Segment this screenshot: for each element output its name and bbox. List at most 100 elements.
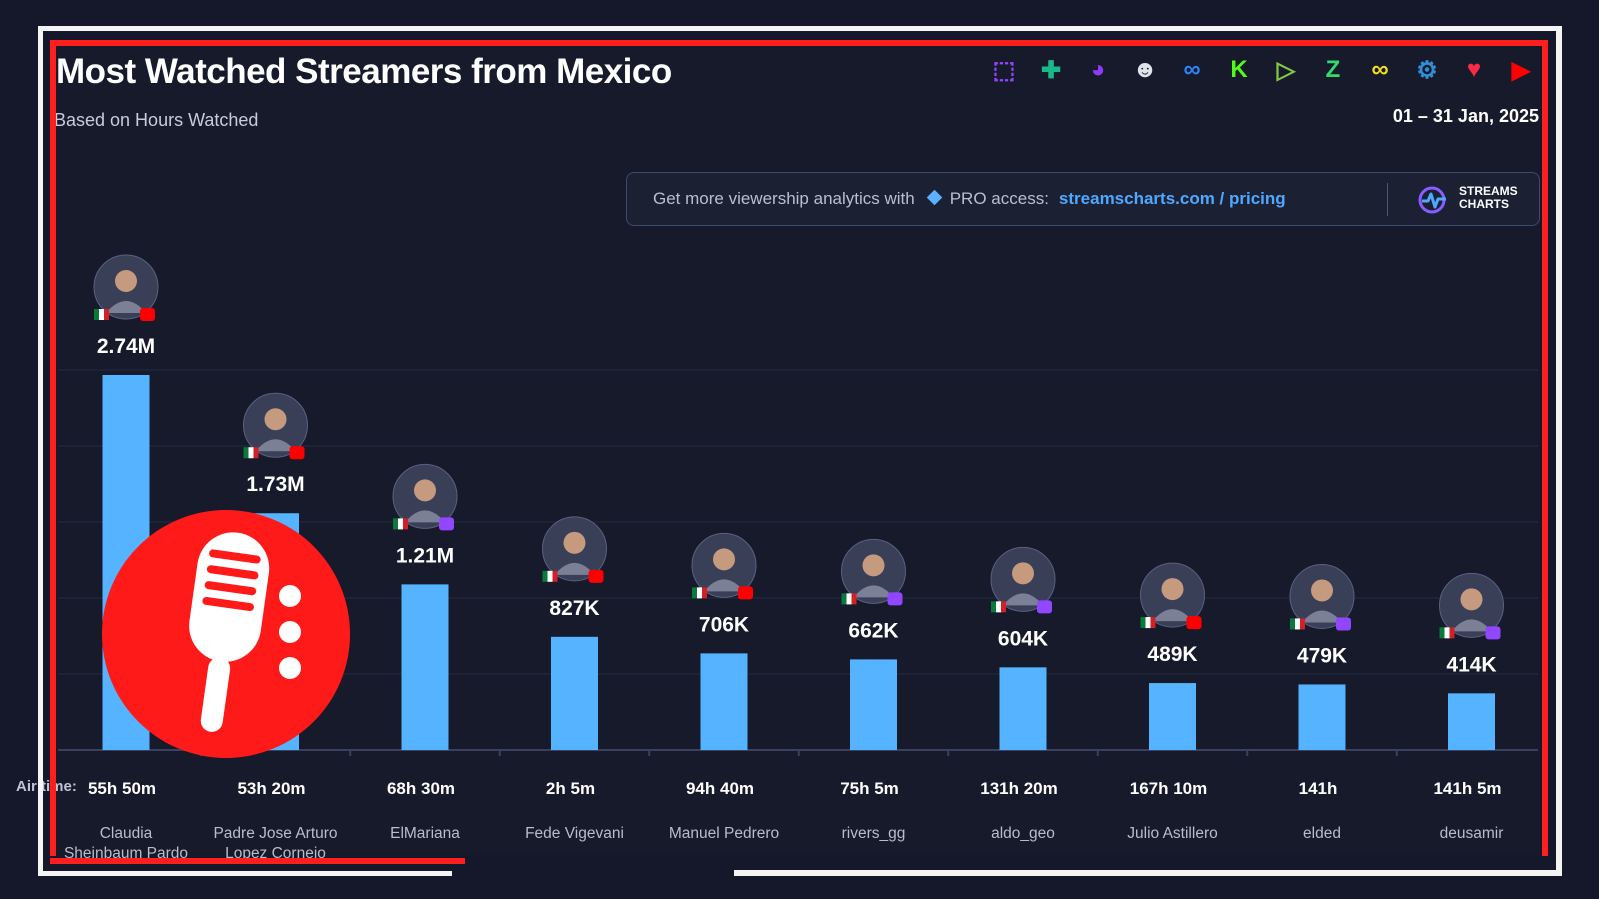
streamer-name-label: Fede Vigevani [525,825,624,842]
mexico-flag-icon [552,570,558,582]
nimo-icon: ◕ [1090,56,1106,83]
youtube-badge-icon [1186,616,1202,630]
streamer-name-label: Padre Jose Arturo [213,825,337,842]
twitch-icon: ⬚ [992,56,1016,84]
value-label: 489K [1147,643,1197,666]
youtube-badge-icon [588,569,604,583]
heart-icon: ♥ [1466,56,1482,83]
avatar-face-icon [563,531,586,554]
value-label: 827K [549,597,599,620]
streamer-name-label: Claudia [100,825,153,842]
bar[interactable] [1298,684,1346,750]
air-time-label: 141h [1299,779,1338,798]
avatar-face-icon [1161,578,1184,601]
mexico-flag-icon [841,593,847,605]
value-label: 1.21M [396,544,454,567]
twitch-badge-icon [439,517,454,531]
mexico-flag-icon [1444,627,1450,639]
mexico-flag-icon [1140,617,1146,629]
twitch-badge-icon [887,592,903,606]
microphone-icon [189,532,301,732]
mexico-flag-icon [697,587,702,599]
air-time-label: 141h 5m [1433,779,1501,798]
white-frame-gap [452,866,734,878]
avatar-body-icon [255,439,296,452]
avatar-body-icon [1451,619,1492,632]
streamer-name-label: deusamir [1440,825,1504,842]
streamer-name-label: aldo_geo [991,825,1055,842]
red-frame-bottom [50,858,465,864]
mexico-flag-icon [692,587,697,599]
mexico-flag-icon [1001,601,1006,613]
bar[interactable] [999,667,1047,750]
bar[interactable] [850,659,897,750]
kick-icon: K [1230,56,1248,83]
air-time-label: 2h 5m [546,779,595,798]
white-frame-bottom [734,870,1562,876]
bar[interactable] [1448,693,1495,750]
microphone-logo [102,510,350,758]
airtime-prefix: Air time: [16,778,77,795]
youtube-badge-icon [738,586,753,600]
mexico-flag-icon [702,587,707,599]
streamer-name-label: ElMariana [390,825,460,842]
value-label: 604K [998,627,1048,650]
mexico-flag-icon [1449,627,1455,639]
page-title: Most Watched Streamers from Mexico [56,52,672,91]
air-time-label: 94h 40m [686,779,754,798]
page-subtitle: Based on Hours Watched [54,110,259,130]
mexico-flag-icon [1150,617,1156,629]
platform-icons-row: ⬚ ✚ ◕ ☻ ∞ K ▷ Z ∞ ⚙ ♥ ▶ [990,56,1531,88]
trovo-icon: ✚ [1040,56,1062,84]
streamer-name-label: Lopez Cornejo [225,845,326,862]
avatar-body-icon [554,562,595,575]
value-label: 1.73M [246,473,304,496]
twitch-badge-icon [1485,626,1501,640]
mexico-flag-icon [1145,617,1151,629]
mexico-flag-icon [991,601,996,613]
youtube-icon: ▶ [1511,56,1531,84]
twitch-badge-icon [1037,600,1052,614]
promo-pro: PRO access: [949,189,1049,208]
bar[interactable] [700,653,748,750]
mexico-flag-icon [547,570,553,582]
air-time-label: 167h 10m [1130,779,1208,798]
mexico-flag-icon [996,601,1001,613]
rumble-icon: ▷ [1276,56,1296,84]
mexico-flag-icon [393,518,398,530]
mexico-flag-icon [243,447,249,459]
ghost-platform-icon: ☻ [1132,56,1158,83]
steam-icon: ⚙ [1416,56,1438,84]
air-time-label: 55h 50m [88,779,156,798]
avatar-face-icon [264,408,287,431]
mexico-flag-icon [248,447,254,459]
mexico-flag-icon [1295,618,1300,630]
avatar-body-icon [853,585,894,598]
mexico-flag-icon [1439,627,1445,639]
streamer-name-label: Julio Astillero [1127,825,1217,842]
streamer-name-label: Sheinbaum Pardo [64,845,188,862]
avatar-face-icon [115,270,137,292]
pricing-link[interactable]: streamscharts.com / pricing [1058,189,1286,208]
zhanqi-icon: Z [1325,56,1341,83]
bar[interactable] [1149,683,1196,750]
mexico-flag-icon [398,518,403,530]
avatar-body-icon [704,579,744,592]
mexico-flag-icon [542,570,548,582]
bar[interactable] [401,584,449,750]
value-label: 2.74M [97,335,155,358]
mexico-flag-icon [846,593,852,605]
value-label: 662K [848,619,898,642]
streamscharts-logo-icon [1418,186,1446,214]
infinity-yellow-icon: ∞ [1371,56,1389,83]
mexico-flag-icon [403,518,408,530]
promo-banner[interactable]: Get more viewership analytics with PRO ac… [626,172,1540,226]
bar[interactable] [551,636,598,750]
mexico-flag-icon [253,447,259,459]
avatar-body-icon [106,301,146,313]
mexico-flag-icon [1290,618,1295,630]
value-label: 706K [699,613,749,636]
mexico-flag-icon [99,309,104,320]
streamer-name-label: elded [1303,825,1341,842]
